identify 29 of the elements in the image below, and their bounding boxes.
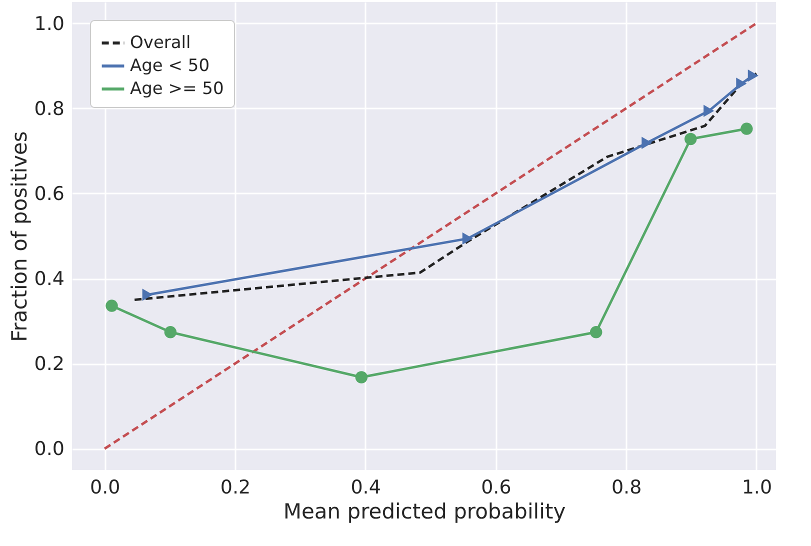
point xyxy=(748,69,758,82)
y-tick-label: 0.0 xyxy=(34,438,64,460)
point xyxy=(684,132,697,146)
y-tick-label: 1.0 xyxy=(34,12,64,35)
point xyxy=(462,232,473,245)
point xyxy=(106,300,118,312)
x-axis-title: Mean predicted probability xyxy=(283,500,566,524)
x-tick-label: 1.0 xyxy=(742,476,772,498)
y-tick-label: 0.4 xyxy=(34,268,64,290)
legend-label: Age >= 50 xyxy=(130,79,224,99)
x-tick-label: 0.6 xyxy=(481,476,512,498)
x-tick-label: 0.0 xyxy=(90,476,120,498)
point xyxy=(736,78,747,90)
point xyxy=(740,122,753,135)
point xyxy=(642,136,652,149)
y-tick-label: 0.8 xyxy=(34,98,64,120)
point xyxy=(590,326,602,338)
point xyxy=(164,326,177,338)
legend-label: Overall xyxy=(130,33,191,53)
point xyxy=(142,288,153,301)
y-axis-title: Fraction of positives xyxy=(7,131,32,342)
legend-label: Age < 50 xyxy=(130,56,210,76)
x-tick-label: 0.4 xyxy=(350,476,381,498)
point xyxy=(355,371,368,384)
y-tick-label: 0.6 xyxy=(34,182,64,205)
x-tick-label: 0.8 xyxy=(611,476,642,498)
point xyxy=(704,104,714,118)
y-tick-label: 0.2 xyxy=(34,353,64,376)
x-tick-label: 0.2 xyxy=(220,476,251,498)
